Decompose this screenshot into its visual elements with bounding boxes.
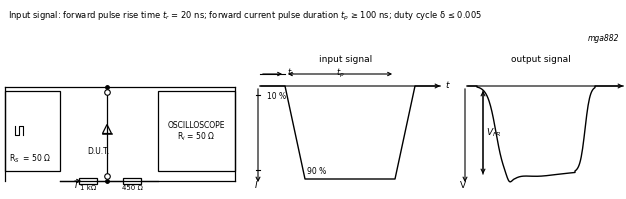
- Text: OSCILLOSCOPE: OSCILLOSCOPE: [167, 121, 225, 130]
- Text: V: V: [460, 181, 466, 190]
- Text: 90 %: 90 %: [307, 167, 326, 176]
- Text: D.U.T.: D.U.T.: [87, 147, 110, 156]
- Text: t: t: [445, 82, 448, 91]
- Text: 1 kΩ: 1 kΩ: [80, 185, 96, 191]
- Text: R$_i$ = 50 Ω: R$_i$ = 50 Ω: [177, 131, 215, 143]
- Text: $V_{FR}$: $V_{FR}$: [486, 126, 501, 139]
- Text: input signal: input signal: [319, 55, 372, 64]
- Text: output signal: output signal: [511, 55, 571, 64]
- Text: $t_r$: $t_r$: [287, 67, 295, 79]
- Text: I: I: [255, 181, 257, 190]
- Text: 450 Ω: 450 Ω: [121, 185, 143, 191]
- Text: 10 %: 10 %: [267, 92, 286, 101]
- Text: R$_S$  = 50 Ω: R$_S$ = 50 Ω: [9, 153, 51, 165]
- Text: Input signal: forward pulse rise time $t_r$ = 20 ns; forward current pulse durat: Input signal: forward pulse rise time $t…: [8, 9, 482, 22]
- Text: I: I: [74, 181, 77, 190]
- Text: $t_p$: $t_p$: [336, 66, 344, 80]
- Text: mga882: mga882: [587, 34, 619, 43]
